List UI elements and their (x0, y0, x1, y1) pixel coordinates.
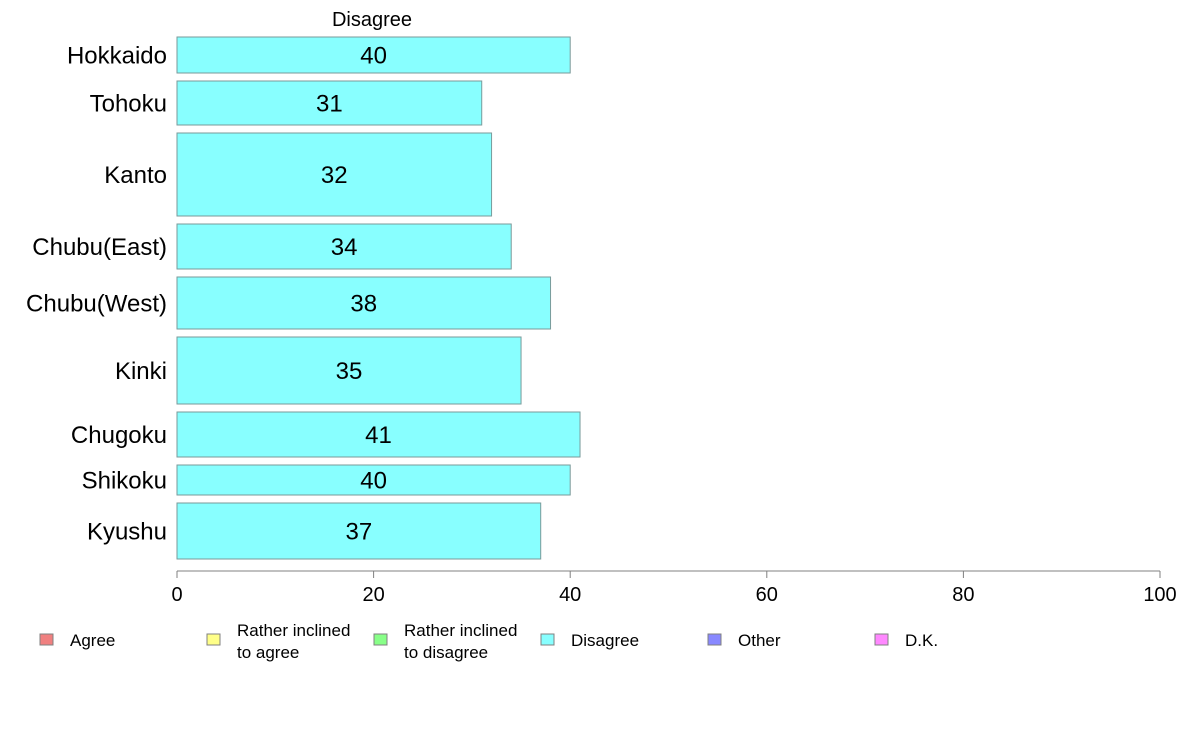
bar (176, 464, 571, 496)
bar (176, 336, 522, 405)
category-label: Kyushu (87, 519, 167, 546)
category-label: Tohoku (90, 91, 167, 118)
legend-swatch (540, 633, 555, 646)
data-label: 40 (360, 468, 387, 495)
bar (176, 411, 581, 458)
bar (176, 132, 493, 217)
category-label: Hokkaido (67, 43, 167, 70)
category-label: Chubu(East) (32, 234, 167, 261)
data-label: 31 (316, 91, 343, 118)
category-label: Shikoku (82, 468, 167, 495)
bar (176, 36, 571, 74)
x-tick-label: 100 (1143, 584, 1176, 606)
legend-label: Disagree (571, 631, 639, 650)
data-label: 34 (331, 234, 358, 261)
x-axis: 0 20 40 60 80 100 (171, 570, 1177, 606)
data-label: 32 (321, 162, 348, 189)
bar (176, 276, 552, 330)
bar (176, 80, 483, 126)
x-tick-label: 0 (171, 584, 182, 606)
category-label: Chubu(West) (26, 291, 167, 318)
data-label: 37 (346, 519, 373, 546)
legend-swatch (206, 633, 221, 646)
legend-swatch (373, 633, 388, 646)
legend-swatch (39, 633, 54, 646)
bars-layer: Hokkaido 40 Tohoku 31 Kanto 32 Chubu(East) 34 Ch… (26, 36, 581, 560)
data-label: 38 (350, 291, 377, 318)
panel-header: Disagree (332, 9, 412, 31)
legend-label: Agree (70, 631, 115, 650)
category-label: Kinki (115, 358, 167, 385)
legend-label: Rather inclined (404, 621, 517, 640)
data-label: 41 (365, 422, 392, 449)
category-label: Chugoku (71, 422, 167, 449)
legend-swatch (874, 633, 889, 646)
legend-label: Other (738, 631, 781, 650)
data-label: 35 (336, 358, 363, 385)
bar (176, 223, 512, 270)
legend-label: to agree (237, 643, 299, 662)
category-label: Kanto (104, 162, 167, 189)
legend-label: to disagree (404, 643, 488, 662)
legend-label: Rather inclined (237, 621, 350, 640)
legend: Agree Rather inclined to agree Rather incli… (39, 621, 938, 662)
x-tick-label: 20 (362, 584, 384, 606)
x-tick-label: 60 (756, 584, 778, 606)
legend-label: D.K. (905, 631, 938, 650)
bar (176, 502, 542, 560)
x-tick-label: 80 (952, 584, 974, 606)
legend-swatch (707, 633, 722, 646)
data-label: 40 (360, 43, 387, 70)
x-tick-label: 40 (559, 584, 581, 606)
